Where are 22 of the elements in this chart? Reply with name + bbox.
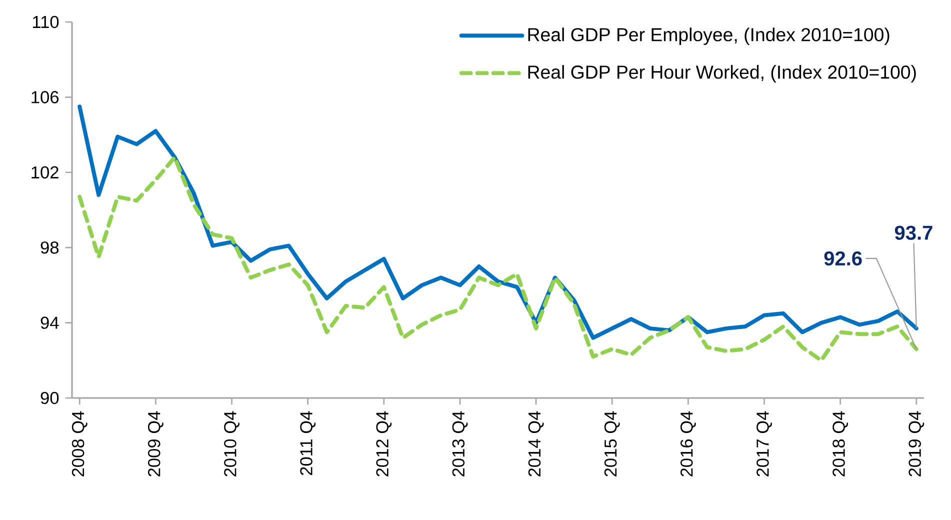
x-tick-label: 2014 Q4	[528, 411, 544, 476]
y-tick-label: 94	[40, 316, 59, 329]
y-tick-label: 106	[32, 91, 59, 104]
annotation: 93.7	[894, 226, 932, 240]
annotation: 92.6	[824, 251, 862, 266]
x-tick-label: 2015 Q4	[604, 411, 620, 476]
x-tick-label: 2008 Q4	[72, 411, 88, 476]
y-tick-label: 102	[32, 166, 58, 179]
x-tick-label: 2010 Q4	[224, 411, 240, 476]
y-tick-label: 98	[40, 241, 59, 254]
y-tick-label: 110	[32, 16, 59, 28]
y-tick-label: 90	[40, 392, 59, 404]
x-tick-label: 2018 Q4	[832, 411, 848, 476]
x-tick-label: 2013 Q4	[452, 411, 468, 476]
x-tick-label: 2009 Q4	[148, 411, 164, 476]
x-tick-label: 2016 Q4	[680, 411, 696, 476]
x-tick-label: 2011 Q4	[300, 411, 316, 476]
x-tick-label: 2012 Q4	[376, 411, 392, 476]
x-tick-label: 2019 Q4	[908, 411, 924, 476]
legend-label: Real GDP Per Employee, (Index 2010=100)	[528, 28, 890, 45]
x-tick-label: 2017 Q4	[756, 411, 772, 476]
legend-label: Real GDP Per Hour Worked, (Index 2010=100)	[528, 65, 916, 82]
